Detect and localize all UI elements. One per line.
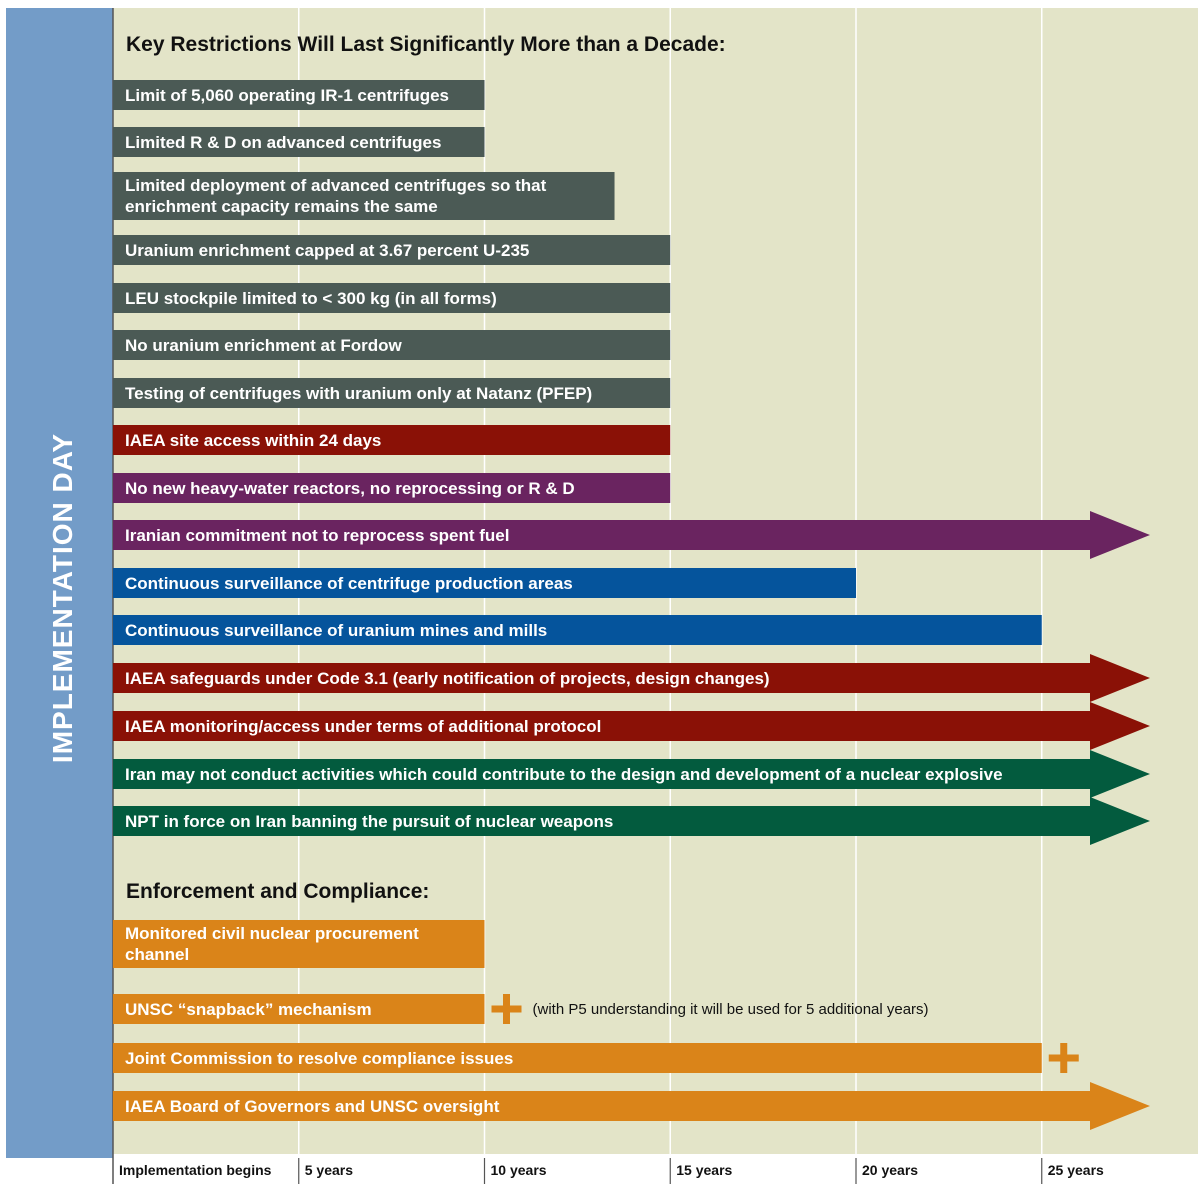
bar [113,568,856,598]
bar [113,172,615,220]
bar-row: Continuous surveillance of centrifuge pr… [113,568,856,598]
tick-label: 15 years [676,1162,732,1178]
bar-arrow [113,797,1150,845]
bar [113,330,671,360]
bar-label: Testing of centrifuges with uranium only… [125,384,592,403]
bar [113,127,485,157]
bar-label: Limited R & D on advanced centrifuges [125,133,441,152]
bar [113,80,485,110]
bar-row: No new heavy-water reactors, no reproces… [113,473,671,503]
bar-label: Continuous surveillance of centrifuge pr… [125,574,573,593]
bar-label: channel [125,945,189,964]
bar-label: UNSC “snapback” mechanism [125,1000,372,1019]
bar-label: Uranium enrichment capped at 3.67 percen… [125,241,529,260]
plus-icon [503,994,510,1024]
bar-label: Limit of 5,060 operating IR-1 centrifuge… [125,86,449,105]
bar-label: Monitored civil nuclear procurement [125,924,419,943]
bar-row: IAEA monitoring/access under terms of ad… [113,702,1150,750]
bar-label: Iranian commitment not to reprocess spen… [125,526,509,545]
bar-label: enrichment capacity remains the same [125,197,438,216]
tick-label: 10 years [491,1162,547,1178]
bar-row: Monitored civil nuclear procurement chann… [113,920,485,968]
bar-row: UNSC “snapback” mechanism (with P5 unders… [113,994,929,1024]
bar-label: IAEA safeguards under Code 3.1 (early no… [125,669,770,688]
tick-label: 25 years [1048,1162,1104,1178]
bar-row: Limited deployment of advanced centrifug… [113,172,615,220]
bar-note: (with P5 understanding it will be used f… [533,1001,929,1018]
bar [113,920,485,968]
bar-label: Continuous surveillance of uranium mines… [125,621,547,640]
bar-label: Iran may not conduct activities which co… [125,765,1003,784]
bar-label: IAEA site access within 24 days [125,431,381,450]
tick-label: 5 years [305,1162,353,1178]
bar [113,425,671,455]
bar-label: No new heavy-water reactors, no reproces… [125,479,575,498]
bar-row: IAEA Board of Governors and UNSC oversig… [113,1082,1150,1130]
bar-row: NPT in force on Iran banning the pursuit… [113,797,1150,845]
bar-row: Iranian commitment not to reprocess spen… [113,511,1150,559]
bar-label: LEU stockpile limited to < 300 kg (in al… [125,289,497,308]
bar-row: IAEA safeguards under Code 3.1 (early no… [113,654,1150,702]
bar [113,235,671,265]
bar-arrow [113,511,1150,559]
bar-row: Continuous surveillance of uranium mines… [113,615,1042,645]
bar-label: NPT in force on Iran banning the pursuit… [125,812,613,831]
x-axis-ticks: Implementation begins 5 years 10 years 15 y… [119,1158,1104,1184]
bar-row: Iran may not conduct activities which co… [113,750,1150,798]
implementation-day-band [6,8,113,1158]
bar-label: IAEA Board of Governors and UNSC oversig… [125,1097,500,1116]
section: Enforcement and Compliance: Monitored civ… [113,880,1150,1130]
bar-row: Limited R & D on advanced centrifuges [113,127,485,157]
plus-icon [1060,1043,1068,1073]
bar-arrow [113,750,1150,798]
bar-row: No uranium enrichment at Fordow [113,330,671,360]
section-title: Key Restrictions Will Last Significantly… [126,33,726,56]
tick-label: 20 years [862,1162,918,1178]
bar [113,994,485,1024]
bar-row: IAEA site access within 24 days [113,425,671,455]
bar-label: Limited deployment of advanced centrifug… [125,176,547,195]
bar-arrow [113,1082,1150,1130]
bar-row: Limit of 5,060 operating IR-1 centrifuge… [113,80,485,110]
bar-label: IAEA monitoring/access under terms of ad… [125,717,601,736]
implementation-day-label: IMPLEMENTATION DAY [47,433,78,763]
bar-label: Joint Commission to resolve compliance i… [125,1049,513,1068]
bar-arrow [113,654,1150,702]
bar [113,378,671,408]
bar-row: LEU stockpile limited to < 300 kg (in al… [113,283,671,313]
bar-arrow [113,702,1150,750]
bar-row: Testing of centrifuges with uranium only… [113,378,671,408]
section-title: Enforcement and Compliance: [126,880,429,903]
section: Key Restrictions Will Last Significantly… [113,33,1150,845]
bar-label: No uranium enrichment at Fordow [125,336,403,355]
bar-row: Uranium enrichment capped at 3.67 percen… [113,235,671,265]
bar-row: Joint Commission to resolve compliance i… [113,1043,1079,1073]
bar [113,615,1042,645]
tick-label: Implementation begins [119,1162,272,1178]
bar [113,283,671,313]
bar [113,1043,1042,1073]
bar [113,473,671,503]
